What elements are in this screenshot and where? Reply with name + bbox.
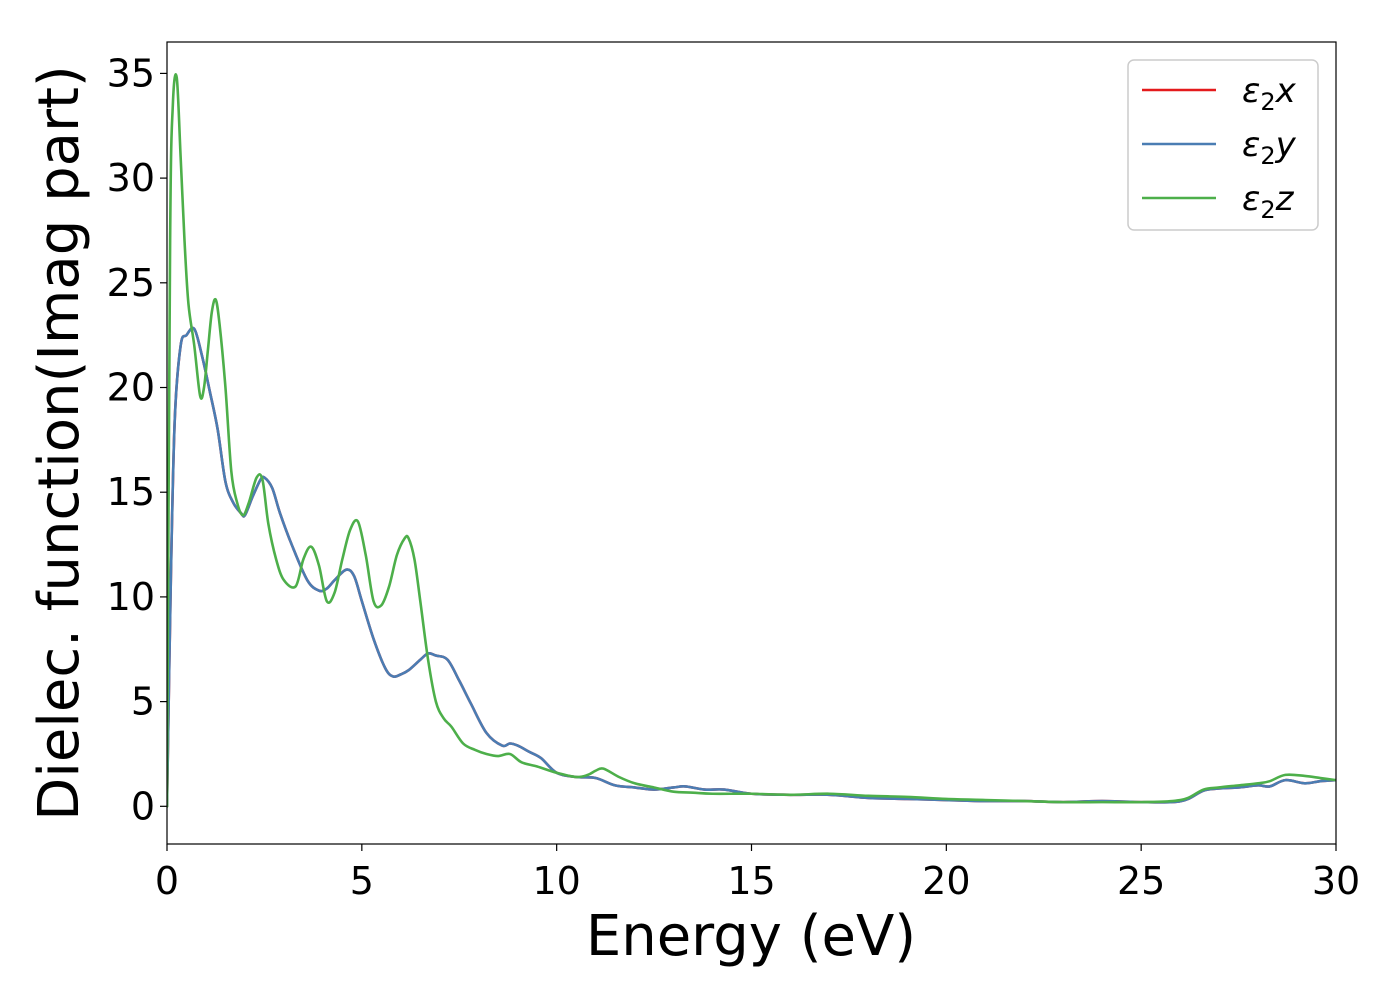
y-tick-label: 25 bbox=[107, 261, 155, 305]
x-tick-label: 0 bbox=[155, 859, 179, 903]
series-line-3 bbox=[167, 73, 1336, 808]
series-layer bbox=[167, 73, 1336, 808]
legend-label-subscript: 2 bbox=[1260, 142, 1275, 170]
x-tick-label: 10 bbox=[532, 859, 580, 903]
legend-label-subscript: 2 bbox=[1260, 196, 1275, 224]
y-tick-label: 0 bbox=[131, 784, 155, 828]
x-tick-label: 30 bbox=[1312, 859, 1360, 903]
legend-label-suffix: x bbox=[1275, 71, 1297, 111]
legend-label-base: ε bbox=[1242, 179, 1260, 219]
legend-box bbox=[1127, 59, 1319, 231]
y-axis: 0 5 10 15 20 25 30 35 bbox=[107, 51, 167, 828]
y-tick-label: 20 bbox=[107, 366, 155, 410]
y-axis-label: Dielec. function(Imag part) bbox=[27, 65, 92, 821]
x-axis-label: Energy (eV) bbox=[586, 904, 916, 969]
y-tick-label: 10 bbox=[107, 575, 155, 619]
legend-label: ε2y bbox=[1242, 125, 1297, 170]
x-axis: 0 5 10 15 20 25 30 bbox=[155, 844, 1360, 903]
y-tick-label: 35 bbox=[107, 51, 155, 95]
legend-label-base: ε bbox=[1242, 125, 1260, 165]
y-tick-label: 5 bbox=[131, 680, 155, 724]
legend-label-suffix: z bbox=[1275, 179, 1295, 219]
legend-label: ε2z bbox=[1242, 179, 1295, 224]
x-tick-label: 20 bbox=[922, 859, 970, 903]
legend-label: ε2x bbox=[1242, 71, 1297, 116]
x-tick-label: 5 bbox=[350, 859, 374, 903]
y-tick-label: 15 bbox=[107, 470, 155, 514]
x-tick-label: 25 bbox=[1117, 859, 1165, 903]
x-tick-label: 15 bbox=[727, 859, 775, 903]
legend-label-suffix: y bbox=[1275, 125, 1297, 165]
y-tick-label: 30 bbox=[107, 156, 155, 200]
legend-label-subscript: 2 bbox=[1260, 88, 1275, 116]
legend-label-base: ε bbox=[1242, 71, 1260, 111]
